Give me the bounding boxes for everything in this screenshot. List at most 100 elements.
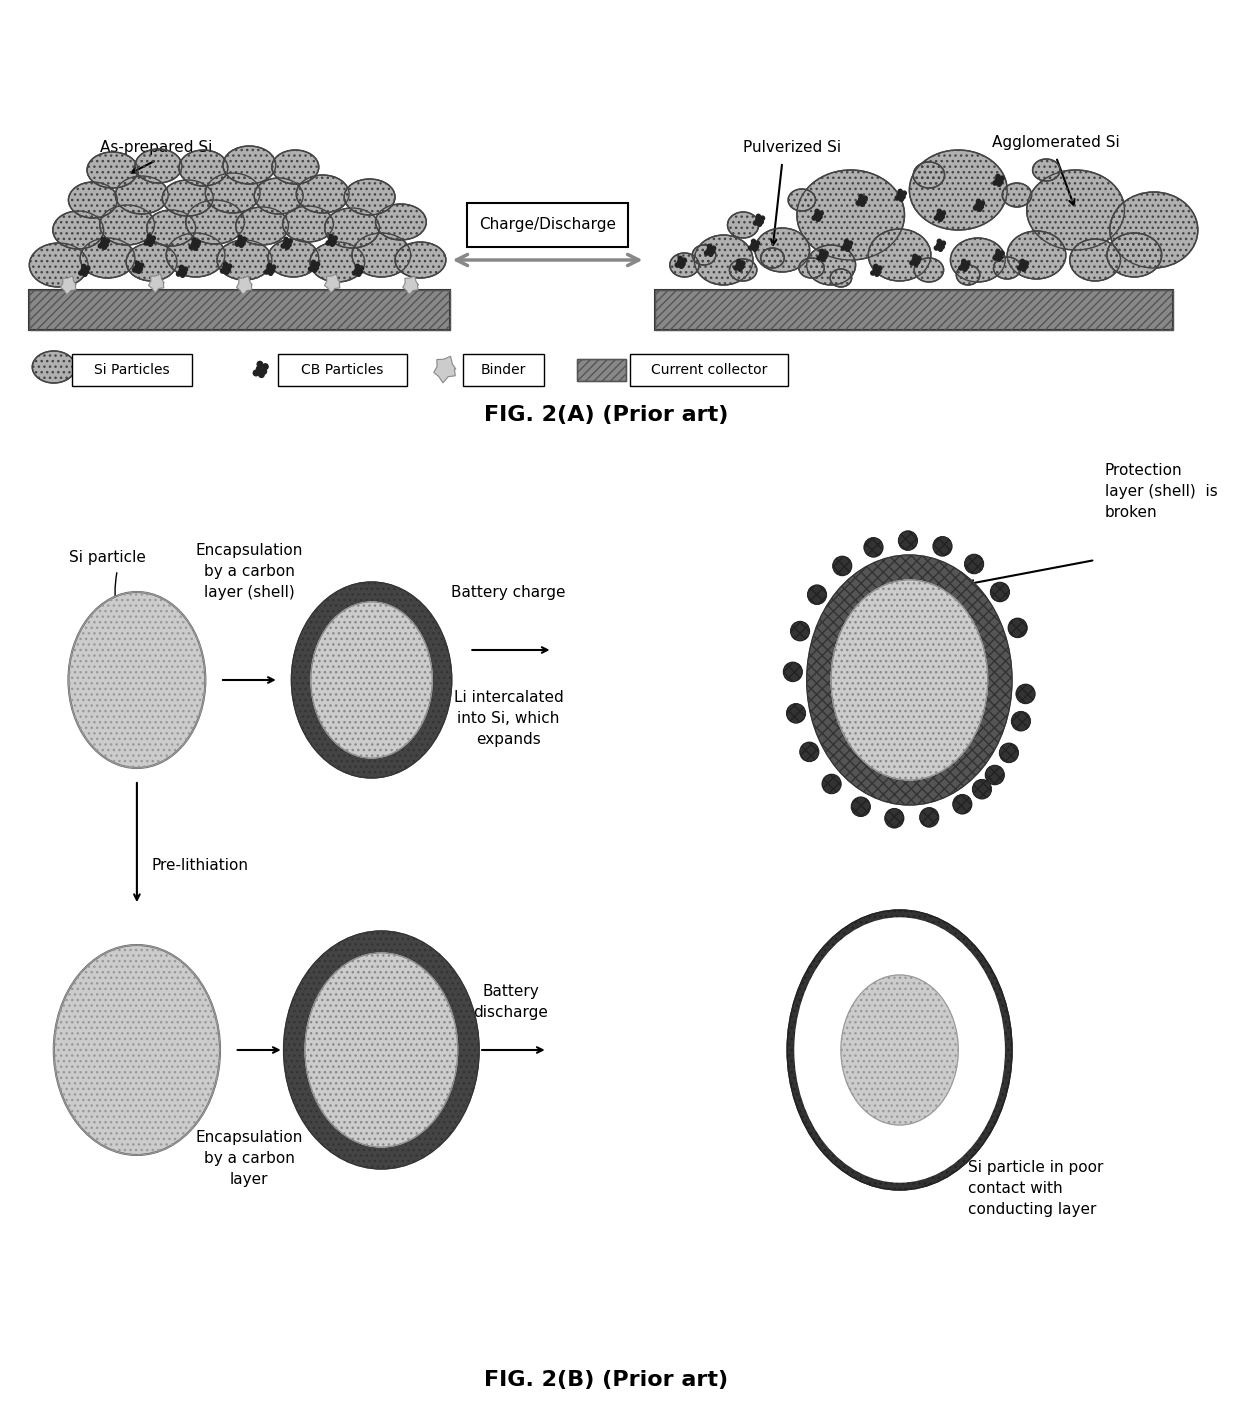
Ellipse shape bbox=[311, 602, 433, 758]
Circle shape bbox=[898, 193, 901, 198]
Circle shape bbox=[903, 191, 906, 195]
Circle shape bbox=[309, 267, 312, 272]
Circle shape bbox=[973, 206, 977, 210]
Circle shape bbox=[259, 371, 264, 377]
Circle shape bbox=[756, 215, 760, 219]
Circle shape bbox=[81, 267, 86, 272]
Circle shape bbox=[996, 178, 999, 182]
Circle shape bbox=[356, 264, 360, 269]
Text: Battery charge: Battery charge bbox=[451, 584, 565, 600]
Circle shape bbox=[311, 260, 315, 264]
FancyBboxPatch shape bbox=[278, 354, 407, 385]
Circle shape bbox=[993, 256, 997, 260]
Circle shape bbox=[996, 175, 999, 179]
Circle shape bbox=[846, 247, 849, 252]
Circle shape bbox=[139, 267, 143, 272]
Ellipse shape bbox=[310, 242, 365, 282]
Text: Protection
layer (shell)  is
broken: Protection layer (shell) is broken bbox=[1105, 464, 1218, 520]
Circle shape bbox=[877, 270, 880, 274]
Circle shape bbox=[184, 267, 187, 272]
Circle shape bbox=[940, 245, 945, 249]
Ellipse shape bbox=[146, 210, 196, 246]
Circle shape bbox=[326, 240, 330, 245]
Polygon shape bbox=[61, 276, 77, 294]
Ellipse shape bbox=[899, 530, 918, 550]
Circle shape bbox=[820, 253, 823, 257]
Circle shape bbox=[997, 257, 1001, 262]
Circle shape bbox=[740, 262, 745, 266]
Circle shape bbox=[915, 260, 920, 264]
Ellipse shape bbox=[296, 175, 350, 213]
Ellipse shape bbox=[1012, 711, 1030, 731]
Circle shape bbox=[895, 196, 899, 201]
Text: CB Particles: CB Particles bbox=[301, 363, 383, 377]
Circle shape bbox=[936, 213, 941, 218]
Circle shape bbox=[352, 272, 357, 274]
Circle shape bbox=[146, 237, 151, 242]
Circle shape bbox=[144, 240, 149, 245]
Ellipse shape bbox=[396, 242, 446, 277]
Ellipse shape bbox=[920, 808, 939, 828]
Circle shape bbox=[820, 249, 825, 253]
Circle shape bbox=[821, 257, 825, 262]
Ellipse shape bbox=[1016, 684, 1035, 704]
Text: Binder: Binder bbox=[481, 363, 526, 377]
Ellipse shape bbox=[284, 931, 479, 1169]
Text: Si particle in poor
contact with
conducting layer: Si particle in poor contact with conduct… bbox=[968, 1160, 1104, 1217]
Circle shape bbox=[760, 216, 765, 220]
Circle shape bbox=[962, 259, 966, 263]
Circle shape bbox=[238, 239, 242, 243]
Ellipse shape bbox=[831, 580, 987, 781]
Ellipse shape bbox=[217, 240, 272, 280]
Ellipse shape bbox=[799, 257, 825, 277]
Circle shape bbox=[151, 236, 155, 240]
Ellipse shape bbox=[1107, 233, 1162, 277]
Ellipse shape bbox=[786, 704, 806, 722]
Ellipse shape bbox=[186, 201, 244, 245]
Ellipse shape bbox=[950, 237, 1006, 282]
Ellipse shape bbox=[791, 621, 810, 641]
Ellipse shape bbox=[797, 171, 904, 260]
Circle shape bbox=[330, 242, 335, 246]
Circle shape bbox=[1022, 267, 1025, 272]
Ellipse shape bbox=[162, 181, 213, 216]
Circle shape bbox=[753, 247, 756, 252]
Ellipse shape bbox=[30, 243, 88, 287]
Circle shape bbox=[83, 272, 87, 276]
Text: Si Particles: Si Particles bbox=[94, 363, 170, 377]
Circle shape bbox=[239, 243, 243, 247]
Ellipse shape bbox=[795, 919, 1004, 1182]
Circle shape bbox=[737, 263, 740, 267]
Ellipse shape bbox=[32, 351, 76, 383]
Ellipse shape bbox=[934, 536, 952, 556]
Circle shape bbox=[193, 246, 197, 250]
Ellipse shape bbox=[914, 162, 945, 188]
Circle shape bbox=[755, 242, 760, 246]
Circle shape bbox=[980, 205, 983, 209]
Circle shape bbox=[755, 218, 760, 222]
Ellipse shape bbox=[830, 269, 852, 287]
Circle shape bbox=[937, 209, 941, 213]
Circle shape bbox=[913, 257, 916, 262]
Circle shape bbox=[996, 249, 999, 253]
Circle shape bbox=[708, 245, 712, 249]
Circle shape bbox=[823, 255, 827, 259]
Text: Encapsulation
by a carbon
layer: Encapsulation by a carbon layer bbox=[196, 1130, 303, 1187]
Circle shape bbox=[190, 245, 193, 249]
Ellipse shape bbox=[956, 264, 980, 284]
Circle shape bbox=[1018, 266, 1022, 270]
FancyBboxPatch shape bbox=[72, 354, 192, 385]
Circle shape bbox=[820, 210, 823, 215]
Text: FIG. 2(A) (Prior art): FIG. 2(A) (Prior art) bbox=[484, 405, 728, 425]
Ellipse shape bbox=[784, 663, 802, 681]
Circle shape bbox=[999, 255, 1003, 259]
Circle shape bbox=[916, 256, 921, 260]
Ellipse shape bbox=[761, 247, 784, 267]
Ellipse shape bbox=[787, 910, 1012, 1190]
Circle shape bbox=[98, 245, 103, 247]
Circle shape bbox=[965, 264, 968, 269]
FancyBboxPatch shape bbox=[467, 203, 627, 247]
Circle shape bbox=[704, 250, 708, 255]
Ellipse shape bbox=[223, 146, 275, 183]
Circle shape bbox=[682, 259, 686, 262]
